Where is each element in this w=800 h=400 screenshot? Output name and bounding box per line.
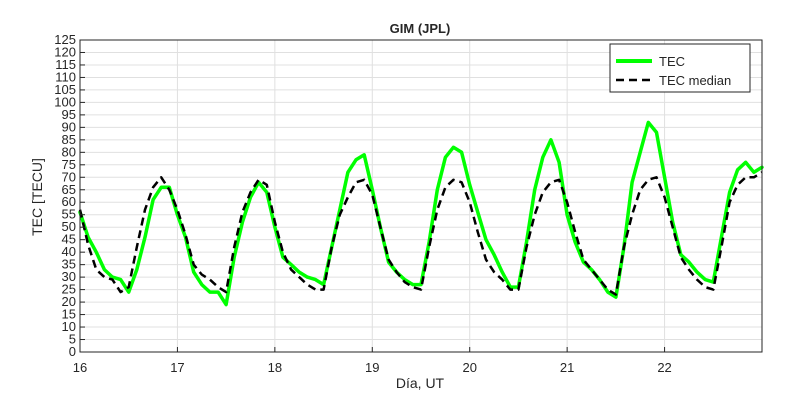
y-tick-label: 90 <box>62 119 76 134</box>
y-tick-label: 125 <box>54 32 76 47</box>
legend-label-tec: TEC <box>659 54 685 69</box>
y-tick-label: 100 <box>54 94 76 109</box>
y-tick-label: 55 <box>62 207 76 222</box>
y-tick-label: 15 <box>62 307 76 322</box>
plot-frame <box>79 39 763 353</box>
series-layer <box>78 120 764 307</box>
y-tick-label: 40 <box>62 244 76 259</box>
y-tick-label: 95 <box>62 107 76 122</box>
y-tick-label: 20 <box>62 294 76 309</box>
y-tick-label: 5 <box>69 332 76 347</box>
y-tick-label: 45 <box>62 232 76 247</box>
y-tick-label: 120 <box>54 44 76 59</box>
x-axis-ticks: 16 17 18 19 20 21 22 <box>73 347 672 375</box>
y-tick-label: 70 <box>62 169 76 184</box>
y-tick-label: 50 <box>62 219 76 234</box>
x-tick-label: 17 <box>170 360 184 375</box>
y-tick-label: 35 <box>62 257 76 272</box>
legend: TEC TEC median <box>609 43 751 93</box>
y-tick-label: 30 <box>62 269 76 284</box>
x-tick-label: 18 <box>268 360 282 375</box>
y-axis-ticks: 0510152025303540455055606570758085909510… <box>54 32 85 359</box>
x-tick-label: 21 <box>560 360 574 375</box>
series-line-tec <box>78 120 764 307</box>
legend-box <box>609 43 751 93</box>
y-tick-label: 0 <box>69 344 76 359</box>
y-tick-label: 75 <box>62 157 76 172</box>
y-tick-label: 60 <box>62 194 76 209</box>
x-tick-label: 16 <box>73 360 87 375</box>
y-tick-label: 80 <box>62 144 76 159</box>
x-axis-label: Día, UT <box>396 375 445 391</box>
legend-label-tec-median: TEC median <box>659 73 731 88</box>
series-line-tec-median <box>78 171 763 296</box>
y-tick-label: 110 <box>55 69 76 84</box>
x-tick-label: 22 <box>657 360 671 375</box>
y-tick-label: 25 <box>62 282 76 297</box>
y-tick-label: 85 <box>62 132 76 147</box>
x-tick-label: 20 <box>462 360 476 375</box>
y-tick-label: 105 <box>54 82 76 97</box>
y-tick-label: 115 <box>55 57 76 72</box>
chart-title: GIM (JPL) <box>390 21 451 36</box>
x-tick-label: 19 <box>365 360 379 375</box>
y-tick-label: 65 <box>62 182 76 197</box>
y-axis-label: TEC [TECU] <box>29 158 45 236</box>
y-tick-label: 10 <box>62 319 76 334</box>
